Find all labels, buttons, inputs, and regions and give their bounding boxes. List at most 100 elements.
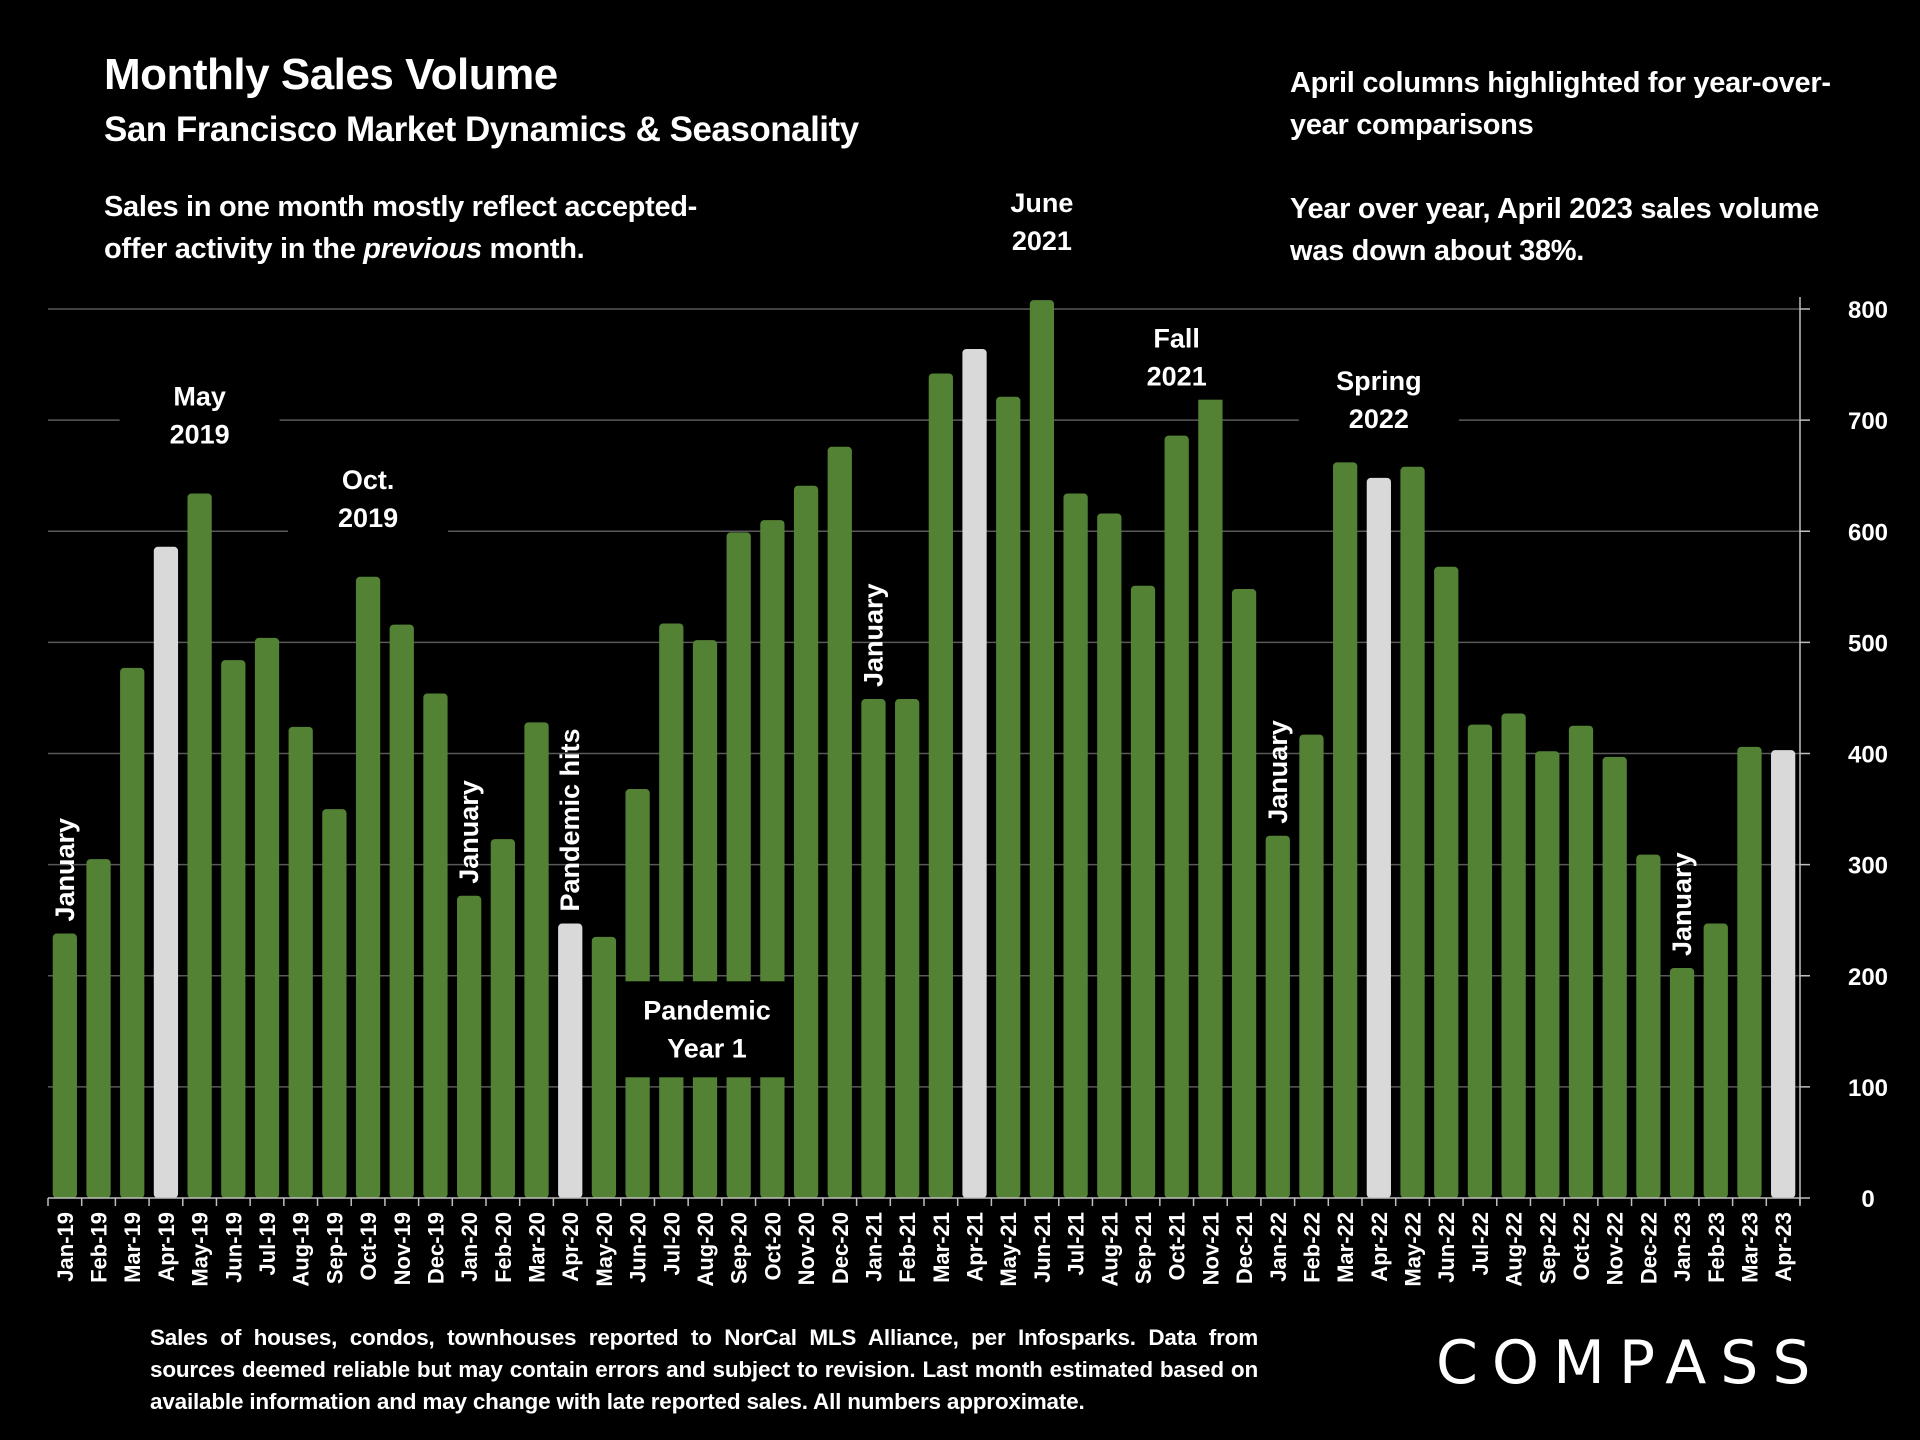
bar (524, 722, 549, 1198)
y-tick-label: 500 (1848, 630, 1888, 657)
annotation-backing (961, 182, 1122, 265)
bar-highlighted (558, 923, 583, 1198)
y-tick-label: 400 (1848, 742, 1888, 769)
bar (389, 624, 414, 1198)
bar (1568, 725, 1594, 1198)
bar (1299, 734, 1324, 1198)
bar-highlighted (153, 546, 179, 1198)
bar (996, 396, 1021, 1198)
x-axis: Jan-19 Feb-19 Mar-19 Apr-19 May-19 Jun-19 Jul-… (47, 1197, 1801, 1287)
annotation-label: Pandemic hits (555, 728, 585, 911)
x-tick-label: Mar-23 (1737, 1212, 1762, 1283)
annotation: January (1263, 720, 1293, 824)
bar (1400, 466, 1425, 1198)
bars (52, 300, 1796, 1199)
chart-subtitle: San Francisco Market Dynamics & Seasonal… (104, 110, 859, 149)
annotation-backing (119, 375, 280, 458)
annotation: Spring 2022 (1298, 359, 1459, 442)
bar (1737, 746, 1762, 1198)
bar (1467, 724, 1493, 1198)
x-tick-label: Nov-21 (1198, 1212, 1223, 1285)
x-tick-label: May-21 (996, 1212, 1021, 1287)
annotation-label: January (1263, 720, 1293, 824)
x-tick-label: Feb-19 (87, 1212, 112, 1283)
y-tick-label: 200 (1848, 964, 1888, 991)
annotation: Pandemic hits (555, 728, 585, 911)
annotation-label: Fall (1153, 324, 1200, 354)
x-tick-label: Apr-21 (963, 1212, 988, 1282)
x-tick-label: Jan-19 (53, 1212, 78, 1282)
bar (1636, 854, 1661, 1198)
bar (355, 576, 381, 1198)
annotation-label: 2021 (1147, 362, 1207, 392)
annotation-label: May (173, 381, 226, 411)
x-tick-label: Aug-22 (1502, 1212, 1527, 1287)
x-tick-label: Sep-21 (1131, 1212, 1156, 1284)
x-tick-label: Apr-22 (1367, 1212, 1392, 1282)
x-tick-label: Jul-20 (659, 1212, 684, 1276)
bar (1097, 513, 1122, 1198)
annotation: January (454, 780, 484, 884)
x-tick-label: Oct-22 (1569, 1212, 1594, 1280)
x-tick-label: Mar-21 (929, 1212, 954, 1283)
bar (1501, 713, 1526, 1198)
x-tick-label: Oct-21 (1165, 1212, 1190, 1280)
bar (1669, 967, 1695, 1198)
bar-highlighted (1771, 750, 1796, 1198)
bar-highlighted (962, 349, 987, 1198)
x-tick-label: Feb-23 (1704, 1212, 1729, 1283)
x-tick-label: Jan-23 (1670, 1212, 1695, 1282)
bar (1703, 923, 1728, 1198)
bar (692, 640, 718, 1198)
note-left-line-1: Sales in one month mostly reflect accept… (104, 191, 698, 223)
compass-logo: COMPASS (1436, 1328, 1825, 1398)
annotation: January (50, 818, 80, 922)
note-right-yoy: Year over year, April 2023 sales volume … (1290, 193, 1819, 267)
y-tick-label: 100 (1848, 1075, 1888, 1102)
x-tick-label: Mar-19 (120, 1212, 145, 1283)
annotation-label: January (858, 583, 888, 687)
bar (86, 859, 111, 1198)
x-tick-label: Dec-22 (1636, 1212, 1661, 1284)
annotation-backing (1096, 317, 1257, 400)
note-left-text: offer activity in the (104, 233, 364, 265)
x-tick-label: Jan-20 (457, 1212, 482, 1282)
annotation-label: Oct. (342, 465, 395, 495)
annotation: Pandemic Year 1 (620, 981, 790, 1078)
x-tick-label: May-19 (188, 1212, 213, 1287)
annotation-label: June (1010, 188, 1073, 218)
y-tick-label: 700 (1848, 408, 1888, 435)
annotation: June 2021 (961, 182, 1122, 265)
bar (827, 446, 852, 1198)
x-tick-label: Oct-20 (760, 1212, 785, 1280)
bar (254, 637, 280, 1198)
x-tick-label: Oct-19 (356, 1212, 381, 1280)
bar (895, 699, 920, 1198)
x-tick-label: Jun-21 (1030, 1212, 1055, 1283)
bar (1198, 389, 1223, 1198)
bar (928, 373, 953, 1198)
x-tick-label: Jun-20 (626, 1212, 651, 1283)
bar (52, 933, 77, 1198)
bar (1130, 585, 1156, 1198)
x-tick-label: Apr-20 (558, 1212, 583, 1282)
y-axis: 0 100 200 300 400 500 600 700 800 (1799, 297, 1888, 1213)
bar (457, 895, 482, 1198)
bar (490, 839, 515, 1198)
annotation-label: January (50, 818, 80, 922)
annotation-label: Spring (1336, 366, 1422, 396)
annotation-backing (288, 458, 449, 541)
bar (659, 623, 684, 1198)
y-tick-label: 300 (1848, 853, 1888, 880)
x-tick-label: Nov-22 (1603, 1212, 1628, 1285)
bar (221, 660, 246, 1198)
x-tick-label: May-22 (1401, 1212, 1426, 1287)
x-tick-label: Nov-20 (794, 1212, 819, 1285)
x-tick-label: Apr-19 (154, 1212, 179, 1282)
x-tick-label: Aug-20 (693, 1212, 718, 1287)
bar-chart: 0 100 200 300 400 500 600 700 800 Jan-19 Feb-19 Ma… (47, 182, 1889, 1287)
bar (1231, 589, 1257, 1198)
x-tick-label: Dec-20 (828, 1212, 853, 1284)
bar-highlighted (1366, 477, 1391, 1198)
x-tick-label: Apr-23 (1771, 1212, 1796, 1282)
